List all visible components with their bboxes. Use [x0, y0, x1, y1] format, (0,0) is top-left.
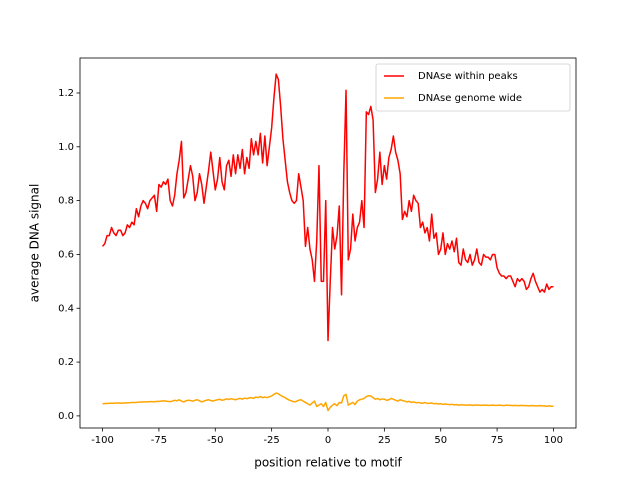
x-tick-label: 25: [378, 435, 391, 446]
line-series: [101, 73, 554, 342]
axes-frame: [79, 57, 577, 429]
x-tick-label: -50: [207, 435, 223, 446]
x-tick-label: 75: [491, 435, 504, 446]
legend-label: DNAse genome wide: [418, 93, 522, 104]
legend: DNAse within peaks DNAse genome wide: [375, 63, 571, 112]
x-tick-label: -25: [263, 435, 279, 446]
x-axis-label: position relative to motif: [254, 456, 402, 470]
x-tick-label: 0: [325, 435, 331, 446]
y-tick-label: 0.8: [58, 196, 74, 207]
x-tick-label: 100: [544, 435, 563, 446]
y-tick-label: 0.4: [58, 303, 74, 314]
x-tick-label: 50: [434, 435, 447, 446]
y-tick-label: 0.6: [58, 249, 74, 260]
line-series: [102, 392, 554, 412]
x-tick-label: -100: [91, 435, 114, 446]
legend-label: DNAse within peaks: [418, 71, 518, 82]
y-tick-label: 1.0: [58, 142, 74, 153]
y-tick-label: 1.2: [58, 88, 74, 99]
legend-box: [375, 63, 571, 112]
y-axis-label: average DNA signal: [28, 184, 42, 303]
y-tick-label: 0.0: [58, 411, 74, 422]
x-tick-label: -75: [151, 435, 167, 446]
y-tick-label: 0.2: [58, 357, 74, 368]
